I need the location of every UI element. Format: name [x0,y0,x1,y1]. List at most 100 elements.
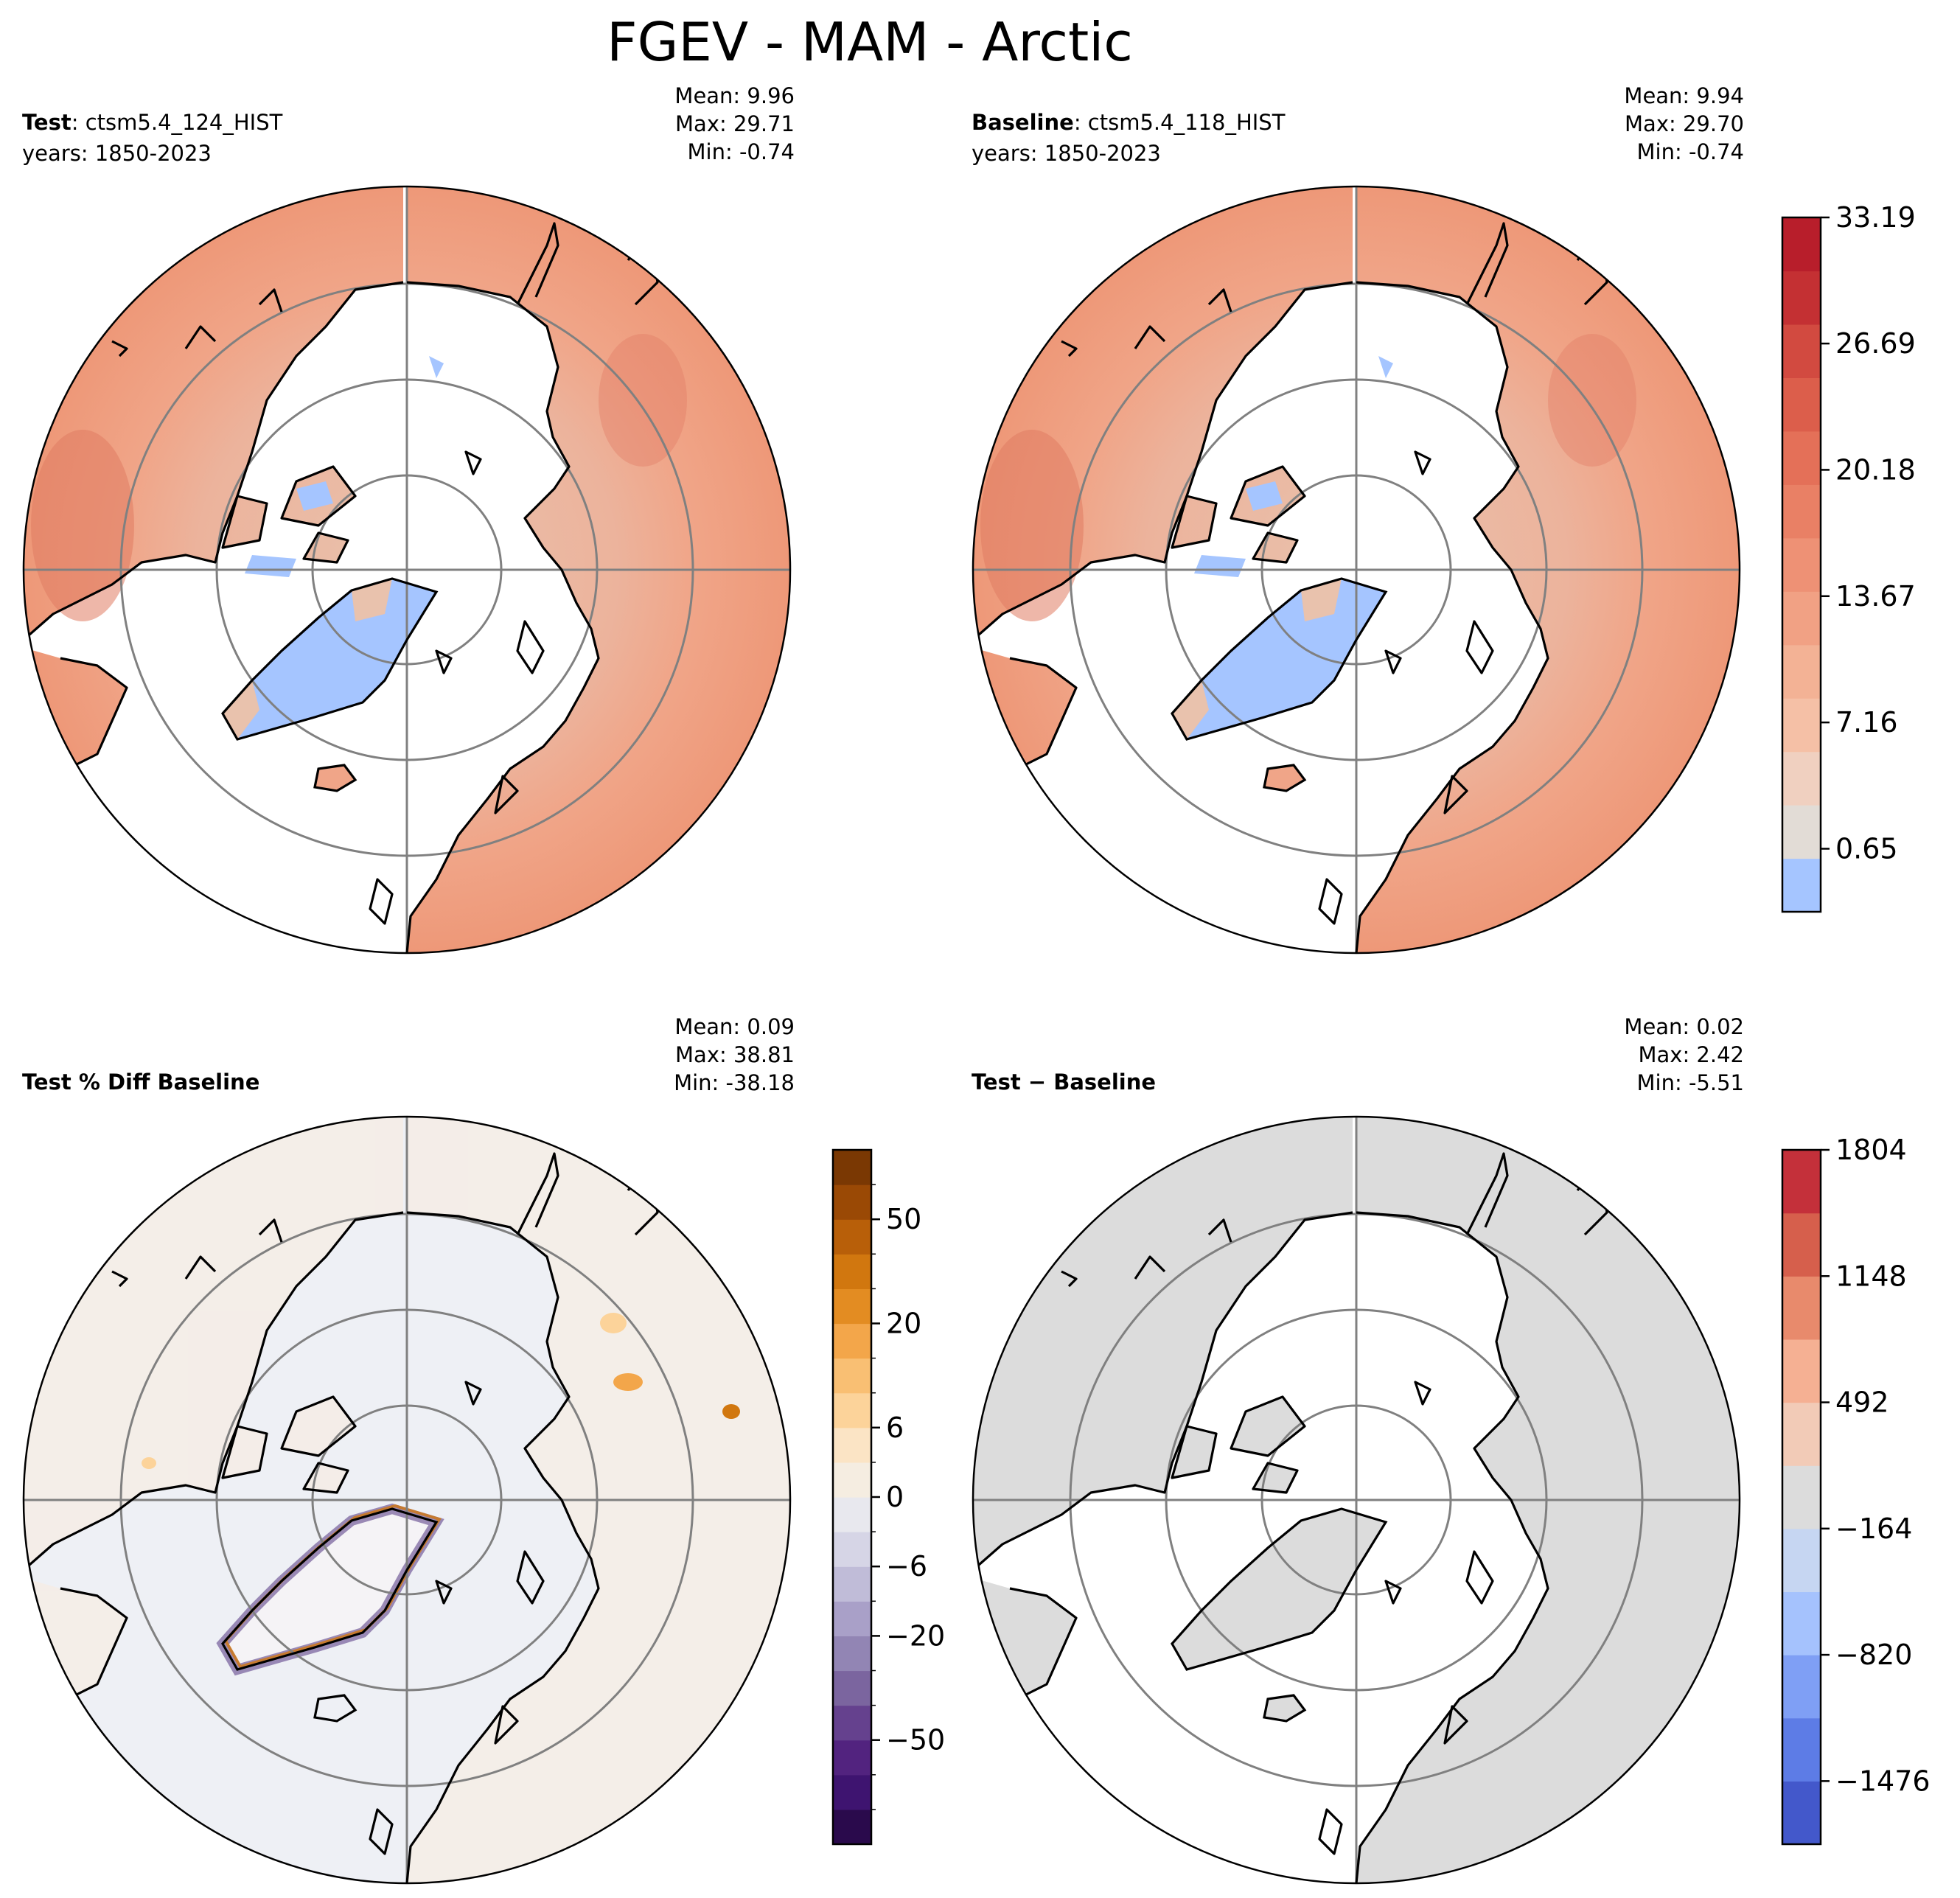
cbar-pct-segment [833,1219,871,1255]
panel-test: Test: ctsm5.4_124_HIST years: 1850-2023 … [22,83,795,955]
cbar-values-segment [1782,430,1821,485]
cbar-pct-segment [833,1636,871,1672]
panel-baseline-mean: Mean: 9.94 [1624,83,1744,108]
cbar-pct-tick-label: 0 [886,1481,904,1513]
cbar-pct-segment [833,1462,871,1498]
cbar-pct-segment [833,1392,871,1428]
cbar-diff-tick-label: 1804 [1835,1134,1907,1166]
cbar-pct-segment [833,1774,871,1810]
cbar-diff-tick-label: −164 [1835,1513,1912,1545]
cbar-pct-segment [833,1670,871,1706]
map-diff [972,1115,1741,1885]
cbar-pct-tick-label: 20 [886,1308,921,1340]
cbar-diff-tick-label: −1476 [1835,1765,1931,1797]
cbar-values-segment [1782,324,1821,378]
cbar-values-tick-label: 13.67 [1835,580,1916,613]
cbar-diff-segment [1782,1655,1821,1719]
cbar-diff-segment [1782,1402,1821,1466]
panel-baseline-years: years: 1850-2023 [972,141,1161,166]
cbar-pct-segment [833,1254,871,1289]
svg-text:Test: ctsm5.4_124_HIST: Test: ctsm5.4_124_HIST [22,110,283,135]
cbar-values-segment [1782,217,1821,272]
cbar-pct-segment [833,1150,871,1185]
panel-baseline: Baseline: ctsm5.4_118_HIST years: 1850-2… [972,83,1744,955]
map-baseline [972,185,1741,955]
panel-baseline-min: Min: -0.74 [1637,139,1744,164]
panel-pctdiff-max: Max: 38.81 [675,1042,795,1067]
cbar-pct-segment [833,1705,871,1741]
cbar-diff-frame [1781,1148,1822,1846]
cbar-diff-segment [1782,1781,1821,1845]
cbar-diff-tick-label: −820 [1835,1639,1912,1671]
map-pctdiff [22,1115,792,1885]
panel-diff-max: Max: 2.42 [1638,1042,1744,1067]
map-baseline-boundary [972,185,1741,955]
map-test-boundary [22,185,792,955]
cbar-diff-segment [1782,1528,1821,1593]
panel-baseline-max: Max: 29.70 [1625,111,1744,136]
cbar-diff-tick-label: 1148 [1835,1260,1907,1292]
svg-text:Baseline: ctsm5.4_118_HIST: Baseline: ctsm5.4_118_HIST [972,110,1286,135]
cbar-pct-segment [833,1532,871,1567]
panel-diff: Test − Baseline Mean: 0.02 Max: 2.42 Min… [972,1014,1744,1885]
cbar-diff-segment [1782,1339,1821,1403]
cbar-pct-tick-label: 50 [886,1203,921,1235]
map-pctdiff-boundary [22,1115,792,1885]
panel-test-min: Min: -0.74 [688,139,795,164]
cbar-pct-segment [833,1601,871,1636]
cbar-values-tick-label: 0.65 [1835,832,1898,865]
cbar-values-segment [1782,644,1821,699]
cbar-values-tick-label: 20.18 [1835,453,1916,486]
cbar-values-tick-label: 26.69 [1835,327,1916,360]
cbar-values-segment [1782,537,1821,592]
panel-pctdiff-mean: Mean: 0.09 [674,1014,795,1039]
cbar-diff-tick-label: 492 [1835,1386,1889,1419]
panel-test-years: years: 1850-2023 [22,141,212,166]
panel-test-label-bold: Test [22,110,72,135]
cbar-diff-segment [1782,1717,1821,1782]
cbar-pct-segment [833,1427,871,1463]
panel-baseline-label-bold: Baseline [972,110,1074,135]
panel-pctdiff-label: Test % Diff Baseline [22,1070,259,1095]
cbar-values-segment [1782,751,1821,806]
cbar-values-segment [1782,484,1821,539]
panel-diff-label: Test − Baseline [972,1070,1156,1095]
cbar-values-tick-label: 33.19 [1835,201,1916,234]
cbar-pct-segment [833,1288,871,1325]
cbar-diff-segment [1782,1591,1821,1655]
cbar-pct-tick-label: −50 [886,1724,945,1756]
cbar-values-frame [1781,216,1822,913]
cbar-pct-tick-label: −20 [886,1619,945,1652]
cbar-pct-segment [833,1740,871,1776]
colorbar-pctdiff: 50 20 6 0 −6 −20 −50 [831,1148,945,1846]
panel-test-mean: Mean: 9.96 [674,83,795,108]
panel-test-max: Max: 29.71 [675,111,795,136]
cbar-values-segment [1782,805,1821,859]
colorbar-diff: 1804 1148 492 −164 −820 −1476 [1781,1134,1931,1846]
cbar-pct-segment [833,1358,871,1394]
cbar-values-segment [1782,591,1821,646]
cbar-values-segment [1782,698,1821,753]
panel-pctdiff: Test % Diff Baseline Mean: 0.09 Max: 38.… [22,1014,795,1885]
map-diff-boundary [972,1115,1741,1885]
cbar-values-segment [1782,858,1821,913]
cbar-diff-segment [1782,1150,1821,1214]
cbar-pct-segment [833,1809,871,1845]
cbar-pct-tick-label: 6 [886,1412,904,1444]
panel-diff-mean: Mean: 0.02 [1624,1014,1744,1039]
colorbar-values: 33.19 26.69 20.18 13.67 7.16 0.65 [1781,201,1916,913]
panel-pctdiff-min: Min: -38.18 [674,1070,795,1095]
cbar-values-segment [1782,377,1821,432]
cbar-pct-segment [833,1566,871,1602]
cbar-pct-segment [833,1184,871,1220]
figure-title: FGEV - MAM - Arctic [607,11,1133,73]
cbar-pct-segment [833,1497,871,1532]
cbar-diff-segment [1782,1465,1821,1529]
panel-baseline-label-rest: : ctsm5.4_118_HIST [1074,110,1286,135]
cbar-pct-segment [833,1323,871,1359]
panel-test-label-rest: : ctsm5.4_124_HIST [72,110,283,135]
cbar-values-segment [1782,271,1821,325]
cbar-values-tick-label: 7.16 [1835,706,1898,739]
cbar-diff-segment [1782,1213,1821,1277]
